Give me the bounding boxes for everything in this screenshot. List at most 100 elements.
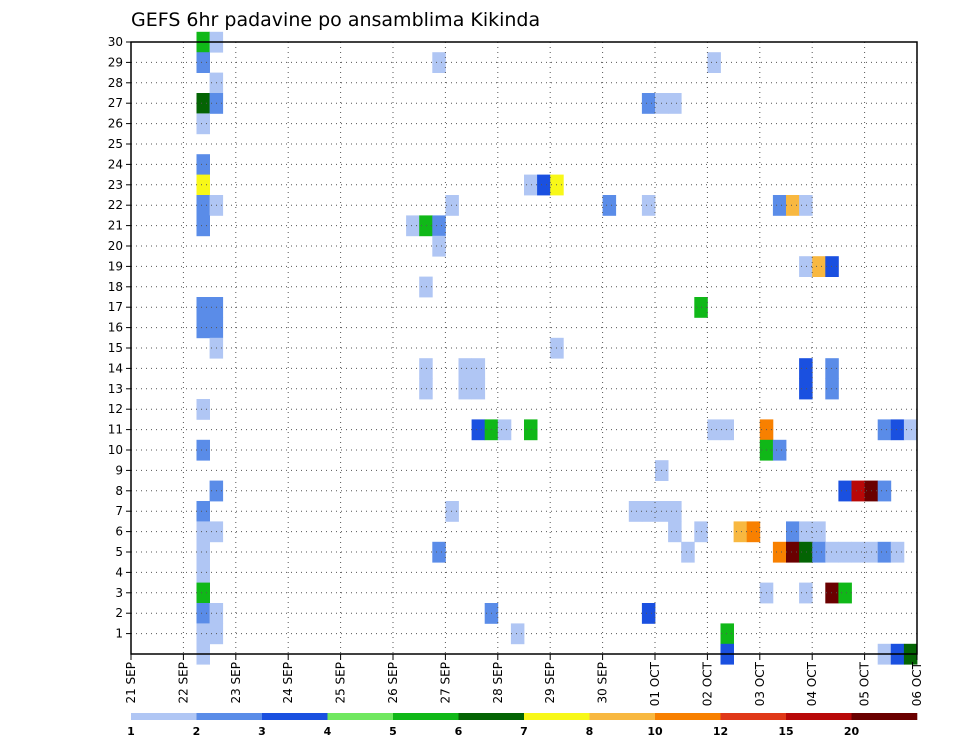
y-tick-label-30: 30 [108,35,123,49]
cell-m18-s22 [419,276,433,298]
cell-m4-s5 [196,562,210,583]
cell-m14-s22 [419,358,433,379]
colorbar-label-8: 8 [586,725,594,738]
cell-m26-s5 [196,113,210,135]
cell-m27-s41 [668,93,682,114]
cell-m11-s45 [720,419,734,441]
y-tick-label-1: 1 [115,627,123,641]
cell-m5-s58 [890,541,905,563]
cell-m14-s25 [458,358,472,379]
cell-m5-s52 [812,541,826,563]
colorbar-label-7: 7 [520,725,528,738]
x-tick-label-10: 01 OCT [648,661,662,706]
x-tick-label-15: 06 OCT [910,661,924,706]
chart-title: GEFS 6hr padavine po ansamblima Kikinda [131,9,540,31]
cell-m3-s51 [799,582,813,604]
cell-m5-s54 [838,541,852,563]
cell-m14-s51 [799,358,813,379]
cell-m23-s30 [524,174,538,196]
y-tick-label-20: 20 [108,239,123,253]
x-tick-label-12: 03 OCT [753,661,767,706]
x-tick-label-11: 02 OCT [700,661,714,706]
colorbar-swatch-11 [851,713,918,720]
cell-m14-s53 [825,358,839,379]
colorbar-swatch-3 [327,713,394,720]
cell-m29-s23 [432,52,446,73]
cell-m5-s57 [877,541,892,563]
x-tick-label-2: 23 SEP [229,662,243,704]
x-tick-label-1: 22 SEP [176,662,190,704]
cell-m19-s53 [825,256,839,277]
colorbar-label-15: 15 [778,725,793,738]
colorbar-label-5: 5 [389,725,397,738]
colorbar-swatch-2 [262,713,328,720]
cell-m16-s5 [196,317,210,339]
cell-m5-s53 [825,541,839,563]
cell-m22-s51 [799,195,813,216]
colorbar-swatch-7 [589,713,656,720]
x-tick-label-9: 30 SEP [596,662,610,704]
y-tick-label-19: 19 [108,259,123,273]
cell-m10-s49 [772,439,787,461]
cell-m22-s50 [786,195,800,216]
cell-m1-s29 [510,623,525,645]
y-axis: 1234567891011121314151617181920212223242… [108,35,131,641]
cell-m5-s50 [786,541,800,563]
colorbar-swatch-4 [393,713,459,720]
cell-m6-s41 [668,521,682,543]
cell-m7-s24 [445,501,459,522]
colorbar-swatch-6 [524,713,590,720]
y-tick-label-21: 21 [108,219,123,233]
cell-m22-s24 [445,195,459,216]
cell-m13-s51 [799,378,813,400]
cell-m10-s5 [196,439,210,461]
cell-m6-s51 [799,521,813,543]
cell-m7-s38 [628,501,643,522]
colorbar-swatch-9 [720,713,787,720]
cell-m23-s31 [537,174,551,196]
grid-layer [131,41,917,654]
cell-m6-s50 [786,521,800,543]
cell-m21-s23 [432,215,446,237]
cell-m13-s25 [458,378,472,400]
colorbar-swatch-10 [786,713,852,720]
cell-m3-s5 [196,582,210,604]
cell-m3-s54 [838,582,852,604]
y-tick-label-2: 2 [115,606,123,620]
cell-m11-s26 [471,419,486,441]
y-tick-label-17: 17 [108,300,123,314]
cell-m2-s5 [196,603,210,624]
cell-m6-s47 [746,521,761,543]
y-tick-label-6: 6 [115,525,123,539]
x-tick-label-8: 29 SEP [543,662,557,704]
y-tick-label-23: 23 [108,178,123,192]
cell-m8-s55 [851,480,865,502]
cells-layer [196,31,918,665]
y-tick-label-29: 29 [108,55,123,69]
cell-m7-s41 [668,501,682,522]
cell-m5-s55 [851,541,865,563]
cell-m6-s52 [812,521,826,543]
cell-m11-s57 [877,419,892,441]
cell-m27-s5 [196,93,210,114]
y-tick-label-9: 9 [115,463,123,477]
cell-m7-s5 [196,501,210,522]
cell-m13-s22 [419,378,433,400]
cell-m3-s53 [825,582,839,604]
colorbar-swatch-8 [655,713,721,720]
cell-m6-s5 [196,521,210,543]
colorbar-label-1: 1 [127,725,135,738]
cell-m5-s5 [196,541,210,563]
cell-m23-s5 [196,174,210,196]
cell-m24-s5 [196,154,210,175]
y-tick-label-3: 3 [115,586,123,600]
x-axis: 21 SEP 22 SEP 23 SEP 24 SEP 25 SEP 26 SEP 27 S… [124,654,924,706]
cell-m5-s23 [432,541,446,563]
x-tick-label-14: 05 OCT [858,661,872,706]
cell-m22-s36 [602,195,617,216]
cell-m13-s26 [471,378,486,400]
y-tick-label-28: 28 [108,76,123,90]
colorbar-label-2: 2 [193,725,201,738]
colorbar-label-12: 12 [713,725,728,738]
colorbar-label-10: 10 [647,725,663,738]
